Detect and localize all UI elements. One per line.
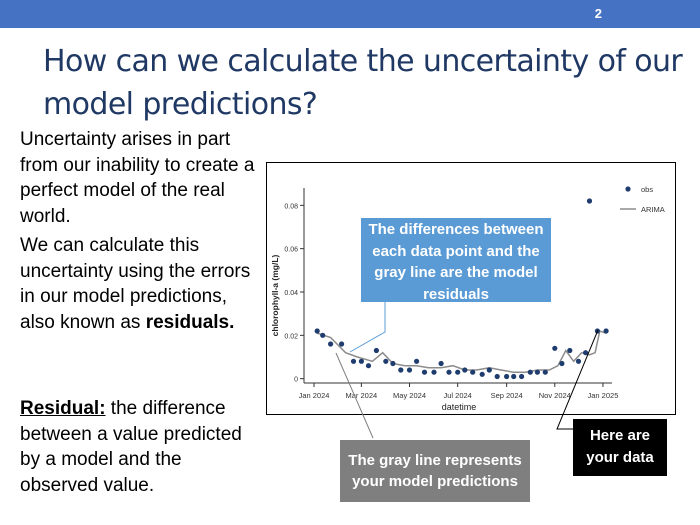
residuals-pointer xyxy=(349,300,386,353)
intro-paragraph: Uncertainty arises in part from our inab… xyxy=(20,129,255,227)
obs-point xyxy=(421,369,428,375)
x-tick-label: Jan 2024 xyxy=(299,391,330,400)
obs-point xyxy=(470,369,476,375)
y-tick-label: 0.06 xyxy=(284,247,298,254)
x-tick-label: Mar 2024 xyxy=(346,391,378,400)
obs-point xyxy=(365,363,372,369)
residuals-paragraph: We can calculate this uncertainty using … xyxy=(20,233,265,335)
obs-point xyxy=(504,373,510,380)
obs-point xyxy=(358,358,364,364)
obs-point xyxy=(414,358,420,364)
obs-point xyxy=(486,367,492,373)
obs-point xyxy=(567,347,573,354)
definition-paragraph: Residual: the difference between a value… xyxy=(20,396,260,498)
obs-point xyxy=(339,341,345,347)
obs-point xyxy=(314,328,320,334)
header-bar: 2 xyxy=(0,0,700,28)
x-tick-label: Jul 2024 xyxy=(444,391,472,400)
y-tick-label: 0.02 xyxy=(284,333,298,340)
obs-point xyxy=(438,360,444,367)
legend-obs-label: obs xyxy=(641,185,653,194)
obs-point xyxy=(320,332,326,338)
legend-arima-label: ARIMA xyxy=(641,205,665,214)
obs-point xyxy=(583,350,589,356)
obs-point xyxy=(534,369,541,375)
y-tick-label: 0 xyxy=(294,377,298,384)
obs-point xyxy=(328,341,334,347)
obs-point xyxy=(511,373,517,380)
slide-number: 2 xyxy=(594,6,602,21)
obs-point xyxy=(586,198,593,204)
obs-point xyxy=(527,369,533,375)
y-tick-label: 0.04 xyxy=(284,290,298,297)
x-tick-label: Jan 2025 xyxy=(588,391,619,400)
arima-line xyxy=(316,330,607,373)
obs-point xyxy=(350,358,357,364)
obs-point xyxy=(406,367,413,373)
obs-point xyxy=(462,367,468,373)
obs-point xyxy=(455,369,461,375)
y-tick-label: 0.08 xyxy=(284,203,298,210)
model-pointer xyxy=(335,352,374,439)
x-tick-label: Nov 2024 xyxy=(539,391,571,400)
obs-point xyxy=(373,347,379,354)
residuals-term: residuals. xyxy=(145,311,235,333)
definition-term: Residual: xyxy=(20,398,106,419)
obs-point xyxy=(446,369,452,375)
obs-point xyxy=(542,369,548,375)
obs-point xyxy=(390,360,396,367)
data-pointer xyxy=(556,329,599,430)
definition-text: the difference between a value predicted… xyxy=(20,398,242,496)
x-axis-label: datetime xyxy=(442,402,477,412)
residuals-paragraph-text: We can calculate this uncertainty using … xyxy=(20,235,251,333)
x-tick-label: May 2024 xyxy=(393,391,426,400)
page-title: How can we calculate the uncertainty of … xyxy=(43,44,683,122)
residuals-callout: The differences between each data point … xyxy=(361,218,551,303)
x-tick-label: Sep 2024 xyxy=(491,391,523,400)
obs-point xyxy=(603,328,609,334)
y-axis-label: chlorophyll-a (mg/L) xyxy=(270,254,280,336)
obs-point xyxy=(494,373,500,380)
obs-point xyxy=(519,373,525,380)
legend-obs-marker xyxy=(625,186,631,192)
obs-point xyxy=(552,345,558,351)
obs-point xyxy=(383,358,389,364)
data-callout: Here are your data xyxy=(573,419,667,476)
obs-point xyxy=(479,371,485,377)
obs-point xyxy=(559,360,565,367)
obs-point xyxy=(398,367,404,373)
model-callout: The gray line represents your model pred… xyxy=(340,440,530,502)
obs-point xyxy=(575,358,582,364)
obs-point xyxy=(431,369,437,375)
